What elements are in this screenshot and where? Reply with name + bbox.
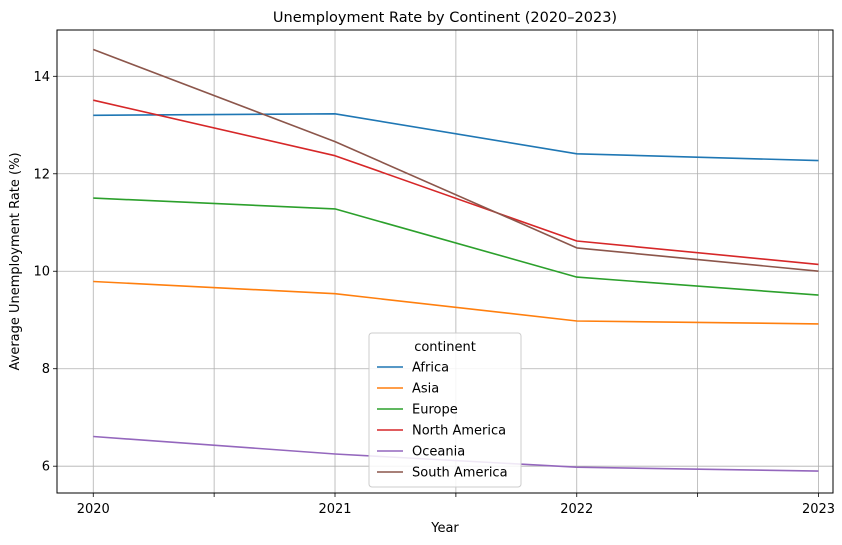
legend-entry-label: Europe (412, 403, 458, 418)
legend-entry-label: Asia (412, 382, 439, 397)
series-line-europe (93, 197, 819, 296)
y-axis-label: Average Unemployment Rate (%) (8, 152, 23, 370)
legend-box (368, 332, 522, 488)
x-axis-label: Year (430, 521, 459, 536)
legend-title: continent (414, 340, 476, 355)
x-tick-label: 2022 (560, 502, 593, 517)
y-axis: 6 8 10 12 14 (33, 70, 57, 475)
series-line-north-america (93, 99, 819, 266)
chart-title: Unemployment Rate by Continent (2020–202… (273, 10, 617, 26)
y-tick-label: 10 (33, 265, 50, 280)
y-tick-label: 6 (42, 460, 50, 475)
plot-area-frame (56, 29, 834, 494)
legend-entry-label: South America (412, 466, 508, 481)
x-tick-label: 2021 (318, 502, 351, 517)
legend-entry-label: Oceania (412, 445, 465, 460)
series-line-africa (93, 113, 819, 162)
y-tick-label: 8 (42, 362, 50, 377)
x-axis: 2020 2021 2022 2023 (77, 493, 835, 517)
x-tick-label: 2023 (802, 502, 835, 517)
series-line-asia (93, 280, 819, 325)
y-tick-label: 14 (33, 70, 50, 85)
legend: continent Africa Asia Europe North America Oc… (368, 332, 522, 488)
x-tick-label: 2020 (77, 502, 110, 517)
legend-entry-label: North America (412, 424, 506, 439)
y-tick-label: 12 (33, 167, 50, 182)
legend-entry-label: Africa (412, 361, 449, 376)
series-line-south-america (93, 48, 819, 272)
